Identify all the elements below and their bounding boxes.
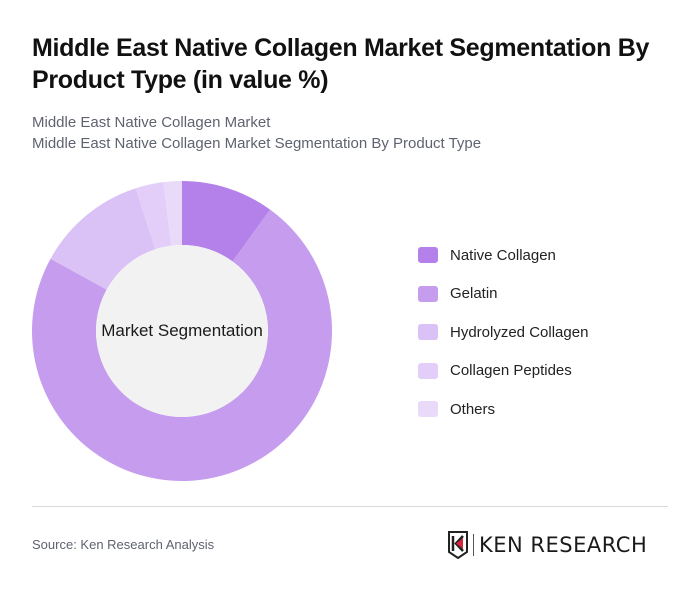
donut-slice-native-collagen[interactable] <box>182 181 271 262</box>
source-note: Source: Ken Research Analysis <box>32 537 215 552</box>
legend-swatch <box>418 362 438 379</box>
legend-label: Others <box>450 400 496 418</box>
legend-swatch <box>418 324 438 340</box>
donut-slice-hydrolyzed-collagen[interactable] <box>50 188 156 290</box>
logo-separator <box>473 534 474 556</box>
legend-label: Collagen Peptides <box>450 362 572 379</box>
chart-legend: Native Collagen Gelatin Hydrolyzed Colla… <box>418 245 588 438</box>
legend-item-hydrolyzed-collagen[interactable]: Hydrolyzed Collagen <box>418 322 588 342</box>
donut-slice-gelatin[interactable] <box>32 209 332 481</box>
ken-research-logo: KEN RESEARCH <box>447 530 647 560</box>
chart-title: Middle East Native Collagen Market Segme… <box>32 34 650 94</box>
donut-hole <box>96 245 268 417</box>
legend-label: Native Collagen <box>450 246 556 264</box>
legend-label: Gelatin <box>450 285 498 302</box>
chart-subtitle-market: Middle East Native Collagen Market <box>32 114 271 131</box>
footer-divider <box>32 506 668 507</box>
donut-chart <box>32 181 332 481</box>
legend-label: Hydrolyzed Collagen <box>450 323 589 341</box>
legend-item-native-collagen[interactable]: Native Collagen <box>418 245 588 265</box>
ken-research-shield-icon <box>448 531 468 559</box>
legend-item-others[interactable]: Others <box>418 399 588 419</box>
legend-swatch <box>418 247 438 263</box>
legend-item-collagen-peptides[interactable]: Collagen Peptides <box>418 361 588 381</box>
donut-slice-collagen-peptides[interactable] <box>135 182 172 250</box>
legend-item-gelatin[interactable]: Gelatin <box>418 284 588 304</box>
legend-swatch <box>418 285 438 302</box>
logo-wordmark: KEN RESEARCH <box>479 532 648 557</box>
donut-slice-others[interactable] <box>163 181 182 246</box>
chart-subtitle-segmentation: Middle East Native Collagen Market Segme… <box>32 135 482 152</box>
legend-swatch <box>418 401 438 417</box>
